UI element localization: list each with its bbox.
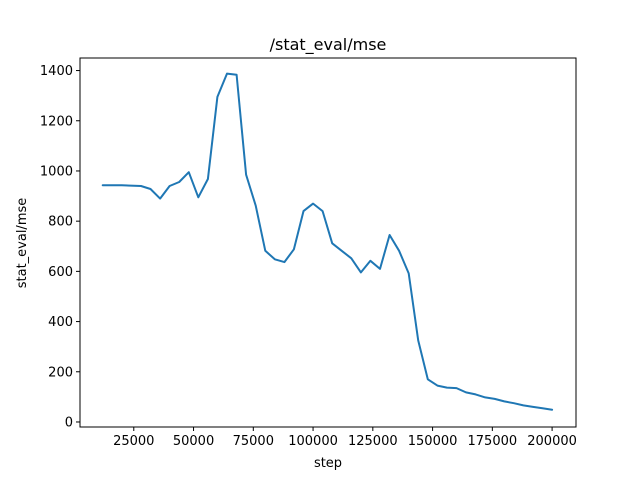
x-tick-label: 25000 [113, 434, 154, 449]
y-tick-label: 800 [48, 215, 73, 230]
chart-title: /stat_eval/mse [270, 35, 387, 55]
y-tick-label: 400 [48, 315, 73, 330]
axes-frame [79, 57, 577, 428]
y-tick-label: 1200 [40, 114, 73, 129]
x-tick-label: 150000 [408, 434, 458, 449]
plot-area [101, 72, 554, 411]
y-axis: 0 200 400 600 800 1000 1200 1400 [40, 64, 80, 430]
y-tick-label: 1000 [40, 164, 73, 179]
x-tick-label: 75000 [233, 434, 274, 449]
y-tick-label: 0 [65, 415, 73, 430]
x-tick-label: 125000 [348, 434, 398, 449]
y-tick-label: 600 [48, 265, 73, 280]
x-axis-label: step [314, 456, 342, 471]
x-tick-label: 50000 [173, 434, 214, 449]
y-axis-label: stat_eval/mse [15, 198, 30, 289]
x-tick-label: 175000 [468, 434, 518, 449]
y-tick-label: 1400 [40, 64, 73, 79]
x-axis: 25000 50000 75000 100000 125000 150000 175000 2… [113, 427, 577, 449]
x-tick-label: 200000 [527, 434, 577, 449]
y-tick-label: 200 [48, 365, 73, 380]
x-tick-label: 100000 [288, 434, 338, 449]
series-line [101, 72, 554, 411]
